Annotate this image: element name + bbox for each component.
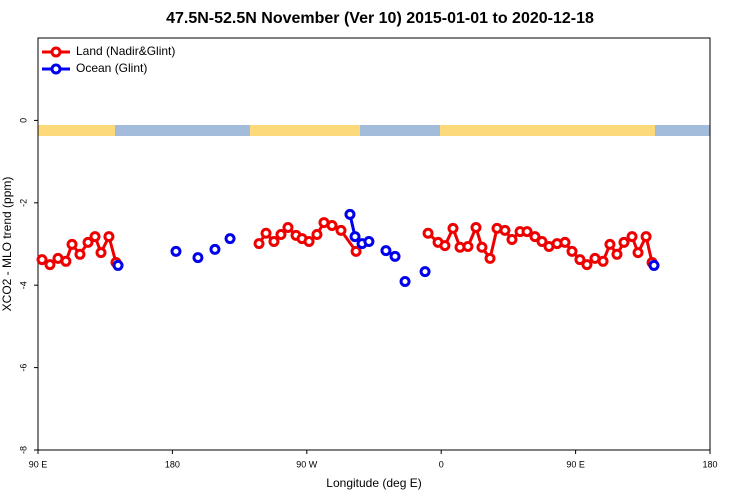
data-point — [574, 254, 586, 266]
y-tick-label: -2 — [18, 199, 28, 207]
x-tick-label: 180 — [165, 459, 180, 469]
data-point — [419, 266, 431, 278]
data-point — [484, 252, 496, 264]
x-tick-label: 90 E — [29, 459, 48, 469]
x-tick-label: 180 — [702, 459, 717, 469]
y-tick-label: -8 — [18, 446, 28, 454]
x-tick-label: 90 E — [566, 459, 585, 469]
data-point — [112, 259, 124, 271]
sea-band — [360, 125, 440, 136]
data-point — [349, 231, 361, 243]
land-band — [440, 125, 655, 136]
data-point — [597, 255, 609, 267]
data-point — [640, 231, 652, 243]
data-point — [89, 231, 101, 243]
land-sea-strip — [38, 125, 710, 136]
data-point — [506, 233, 518, 245]
legend-marker — [50, 63, 62, 75]
data-point — [581, 259, 593, 271]
sea-band — [115, 125, 250, 136]
plot-frame — [37, 37, 711, 451]
data-point — [350, 245, 362, 257]
chart-title: 47.5N-52.5N November (Ver 10) 2015-01-01… — [166, 10, 594, 27]
data-point — [326, 219, 338, 231]
data-point — [66, 238, 78, 250]
data-point — [529, 231, 541, 243]
data-point — [611, 248, 623, 260]
data-point — [60, 255, 72, 267]
data-point — [268, 236, 280, 248]
y-tick-label: -6 — [18, 364, 28, 372]
data-point — [95, 247, 107, 259]
x-axis-label: Longitude (deg E) — [326, 476, 421, 490]
data-point — [499, 224, 511, 236]
data-point — [335, 224, 347, 236]
data-point — [363, 236, 375, 248]
land-band — [38, 125, 115, 136]
data-point — [260, 227, 272, 239]
data-point — [253, 238, 265, 250]
data-point — [74, 248, 86, 260]
data-point — [470, 222, 482, 234]
land-band — [250, 125, 360, 136]
data-point — [626, 231, 638, 243]
data-point — [209, 243, 221, 255]
data-point — [303, 236, 315, 248]
data-point — [282, 222, 294, 234]
data-point — [344, 208, 356, 220]
data-point — [447, 222, 459, 234]
x-tick-label: 90 W — [296, 459, 318, 469]
legend-item: Land (Nadir&Glint) — [42, 44, 175, 58]
x-tick-label: 0 — [439, 459, 444, 469]
data-point — [82, 236, 94, 248]
data-point — [536, 236, 548, 248]
data-point — [462, 240, 474, 252]
data-point — [476, 241, 488, 253]
data-point — [224, 233, 236, 245]
data-point — [604, 238, 616, 250]
data-point — [192, 252, 204, 264]
y-tick-label: -4 — [18, 281, 28, 289]
y-tick-label: 0 — [18, 118, 28, 123]
data-point — [103, 231, 115, 243]
data-point — [44, 259, 56, 271]
data-point — [632, 247, 644, 259]
data-point — [36, 254, 48, 266]
y-axis-label: XCO2 - MLO trend (ppm) — [0, 177, 14, 312]
legend-marker — [50, 46, 62, 58]
data-point — [380, 245, 392, 257]
data-point — [170, 245, 182, 257]
legend-label: Land (Nadir&Glint) — [76, 44, 175, 58]
data-point — [439, 240, 451, 252]
data-point — [399, 275, 411, 287]
data-point — [389, 250, 401, 262]
data-point — [521, 226, 533, 238]
legend-label: Ocean (Glint) — [76, 61, 147, 75]
data-point — [275, 229, 287, 241]
sea-band — [655, 125, 710, 136]
data-point — [311, 229, 323, 241]
data-point — [422, 227, 434, 239]
legend-item: Ocean (Glint) — [42, 61, 147, 75]
data-point — [618, 236, 630, 248]
data-point — [648, 259, 660, 271]
data-point — [559, 236, 571, 248]
data-point — [566, 245, 578, 257]
